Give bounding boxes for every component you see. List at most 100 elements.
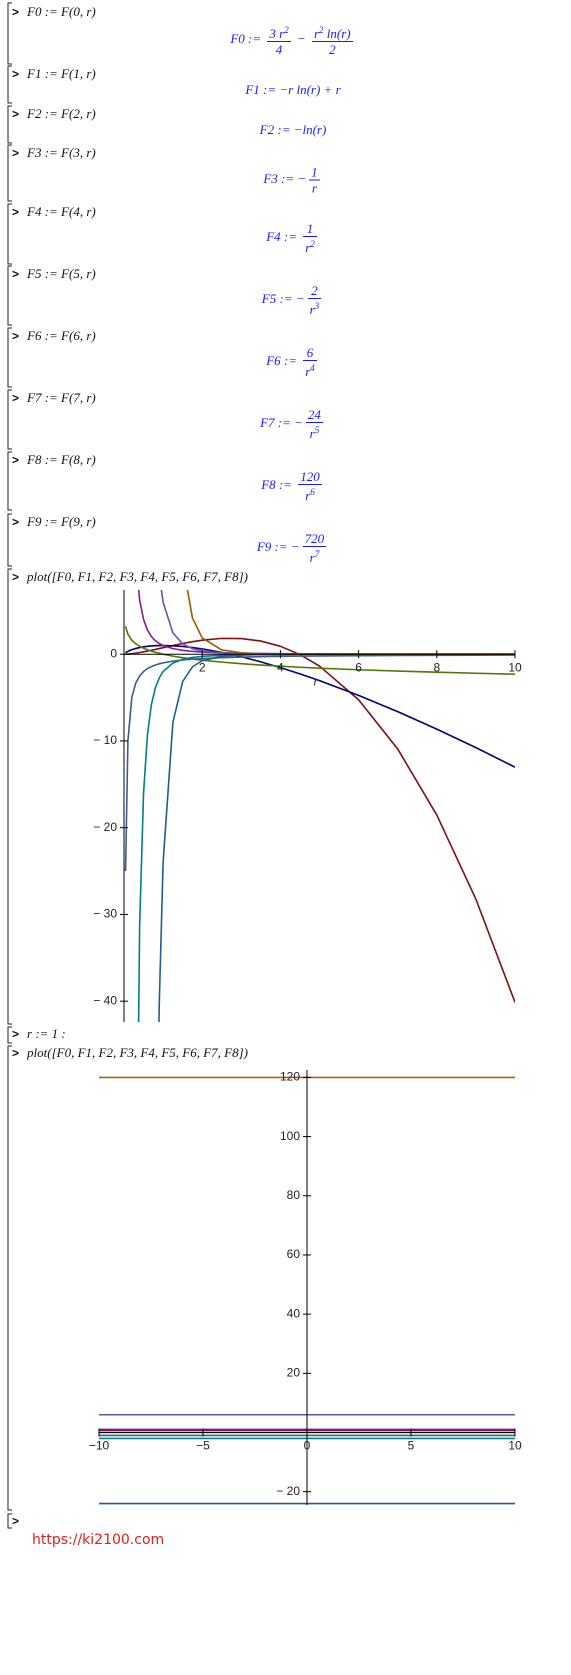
prompt: > (12, 67, 20, 81)
prompt: > (12, 391, 20, 405)
denominator: r (309, 181, 320, 196)
math-text: 720 (304, 531, 325, 546)
output-line: F1 := −r ln(r) + r (160, 82, 426, 98)
section-bracket (7, 144, 12, 202)
exponent: 5 (314, 425, 320, 435)
curve (124, 654, 515, 872)
output-line: F7 := −24 r5 (160, 407, 426, 441)
plot-lines (124, 590, 515, 1022)
input-line: > plot([F0, F1, F2, F3, F4, F5, F6, F7, F… (12, 1045, 248, 1061)
input-text: r := 1 : (27, 1026, 66, 1041)
output-line: F9 := −720 r7 (160, 531, 426, 565)
math-text: ln(r) (323, 26, 351, 41)
section-bracket (7, 1045, 12, 1511)
y-tick-label: 100 (280, 1129, 300, 1143)
section-bracket (7, 2, 12, 65)
math-text: 1 (311, 164, 318, 180)
math-text: r (305, 240, 311, 255)
math-text: F8 := (261, 476, 296, 492)
section-bracket (7, 513, 12, 567)
numerator: 120 (298, 469, 322, 485)
math-text: 2 (329, 42, 336, 57)
prompt: > (12, 107, 20, 121)
input-line: > F7 := F(7, r) (12, 390, 96, 406)
numerator: 1 (303, 221, 317, 237)
y-tick-label: 120 (280, 1070, 300, 1084)
watermark-link[interactable]: https://ki2100.com (32, 1532, 165, 1548)
prompt: > (12, 329, 20, 343)
exponent: 2 (319, 25, 324, 35)
y-tick-label: − 20 (276, 1484, 300, 1498)
y-tick-label: 40 (287, 1306, 301, 1320)
y-tick-label: − 20 (93, 820, 117, 834)
output-line: F3 := −1 r (160, 165, 426, 196)
math-text: 3 r (269, 26, 285, 41)
section-bracket (7, 451, 12, 511)
math-text: F3 := − (263, 170, 307, 186)
input-text: F0 := F(0, r) (27, 4, 96, 19)
section-bracket (7, 568, 12, 1025)
math-text: r (313, 26, 320, 41)
math-text: 6 (306, 345, 314, 360)
x-tick-label: −5 (196, 1439, 210, 1453)
y-tick-label: 20 (287, 1365, 301, 1379)
fraction: 2 r3 (307, 283, 322, 317)
section-bracket (7, 389, 12, 450)
input-text: F8 := F(8, r) (27, 452, 96, 467)
math-text: − (293, 30, 309, 46)
section-bracket (7, 1026, 12, 1044)
denominator: r6 (298, 485, 322, 503)
input-text: F9 := F(9, r) (27, 514, 96, 529)
x-axis-label: r (314, 674, 319, 688)
section-bracket (7, 105, 12, 144)
fraction: r2 ln(r) 2 (311, 23, 353, 57)
output-line: F5 := −2 r3 (160, 283, 426, 317)
prompt: > (12, 1027, 20, 1041)
math-text: F5 := − (261, 290, 305, 306)
fraction: 120 r6 (298, 469, 322, 503)
input-line: > (12, 1513, 27, 1529)
math-text: 24 (307, 407, 321, 422)
prompt: > (12, 205, 20, 219)
input-line: > F8 := F(8, r) (12, 452, 96, 468)
input-line: > F0 := F(0, r) (12, 4, 96, 20)
math-text: 4 (275, 42, 283, 57)
input-line: > plot([F0, F1, F2, F3, F4, F5, F6, F7, F… (12, 569, 248, 585)
denominator: r3 (308, 299, 322, 317)
numerator: 2 (307, 283, 322, 299)
denominator: 2 (312, 42, 353, 57)
denominator: r2 (303, 237, 317, 255)
exponent: 2 (310, 239, 315, 249)
x-tick-label: 10 (508, 660, 522, 674)
math-text: r (311, 180, 317, 196)
math-text: F0 := (230, 30, 265, 46)
input-line: > F2 := F(2, r) (12, 106, 96, 122)
prompt: > (12, 146, 20, 160)
x-tick-label: 6 (355, 660, 362, 674)
numerator: r2 ln(r) (311, 23, 353, 42)
prompt: > (12, 515, 20, 529)
y-tick-label: 60 (287, 1247, 301, 1261)
exponent: 7 (314, 549, 320, 559)
section-bracket (7, 65, 12, 104)
output-line: F8 := 120 r6 (160, 469, 426, 503)
curve (158, 653, 515, 1022)
math-text: F7 := − (260, 414, 303, 430)
math-text: F1 := −r ln(r) + r (245, 82, 341, 97)
numerator: 720 (302, 531, 327, 547)
section-bracket (7, 327, 12, 388)
numerator: 3 r2 (267, 23, 291, 42)
exponent: 4 (310, 363, 315, 373)
x-tick-label: 8 (433, 660, 440, 674)
numerator: 6 (303, 345, 317, 361)
input-text: plot([F0, F1, F2, F3, F4, F5, F6, F7, F8… (27, 569, 248, 584)
math-text: r (305, 488, 311, 503)
fraction: 1 r2 (303, 221, 317, 255)
prompt: > (12, 267, 20, 281)
math-text: r (305, 364, 311, 379)
prompt: > (12, 5, 20, 19)
input-text: F4 := F(4, r) (27, 204, 96, 219)
